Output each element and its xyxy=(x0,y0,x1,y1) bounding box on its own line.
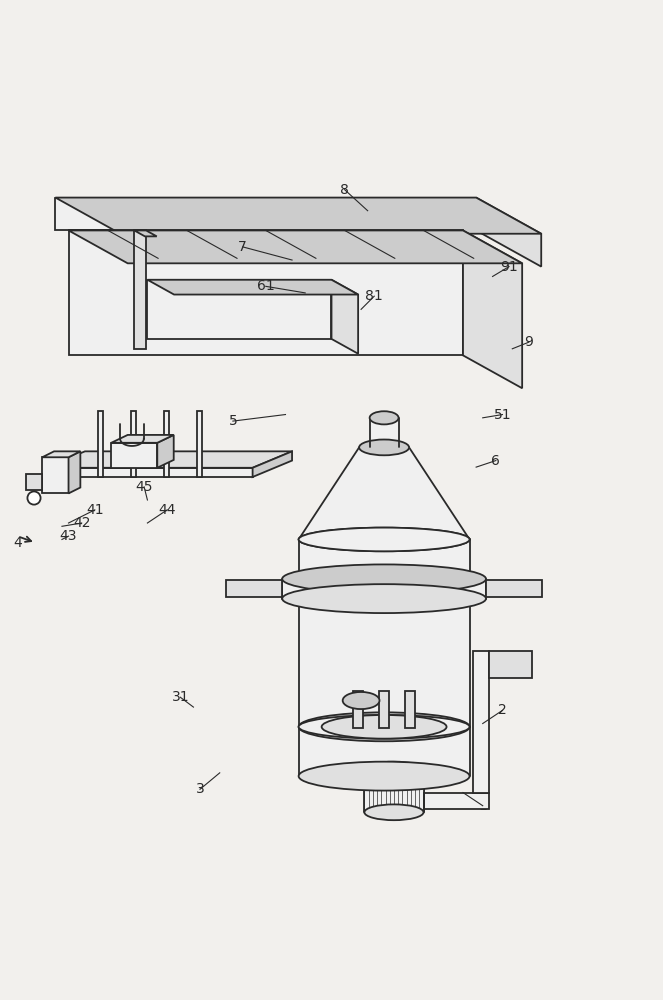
Text: 51: 51 xyxy=(494,408,511,422)
Polygon shape xyxy=(56,198,476,230)
Ellipse shape xyxy=(322,715,447,739)
Ellipse shape xyxy=(365,804,424,820)
Polygon shape xyxy=(68,230,522,263)
Text: 9: 9 xyxy=(524,335,533,349)
Polygon shape xyxy=(424,793,489,809)
Ellipse shape xyxy=(298,528,469,551)
Polygon shape xyxy=(473,651,489,793)
Polygon shape xyxy=(486,580,542,597)
Polygon shape xyxy=(26,474,42,490)
Text: 42: 42 xyxy=(73,516,90,530)
Ellipse shape xyxy=(298,712,469,741)
Polygon shape xyxy=(98,411,103,477)
Polygon shape xyxy=(46,451,292,468)
Polygon shape xyxy=(463,230,522,388)
Ellipse shape xyxy=(282,584,486,613)
Text: 31: 31 xyxy=(172,690,189,704)
Text: 45: 45 xyxy=(135,480,153,494)
Ellipse shape xyxy=(359,440,409,455)
Polygon shape xyxy=(157,435,174,468)
Ellipse shape xyxy=(298,762,469,791)
Polygon shape xyxy=(135,230,156,236)
Ellipse shape xyxy=(370,411,398,424)
Text: 81: 81 xyxy=(365,289,383,303)
Polygon shape xyxy=(298,599,469,727)
Text: 41: 41 xyxy=(86,503,103,517)
Polygon shape xyxy=(370,418,398,447)
Polygon shape xyxy=(42,457,68,493)
Polygon shape xyxy=(56,198,541,234)
Text: 6: 6 xyxy=(491,454,501,468)
Polygon shape xyxy=(42,451,80,457)
Text: 5: 5 xyxy=(229,414,237,428)
Polygon shape xyxy=(147,280,358,295)
Polygon shape xyxy=(197,411,202,477)
Circle shape xyxy=(27,491,40,505)
Polygon shape xyxy=(476,198,541,267)
Ellipse shape xyxy=(282,564,486,593)
Polygon shape xyxy=(406,691,415,728)
Text: 4: 4 xyxy=(13,536,22,550)
Ellipse shape xyxy=(343,692,379,709)
Polygon shape xyxy=(353,691,363,728)
Ellipse shape xyxy=(365,762,424,777)
Polygon shape xyxy=(135,230,146,349)
Polygon shape xyxy=(147,280,332,339)
Polygon shape xyxy=(253,451,292,477)
Polygon shape xyxy=(111,435,174,443)
Text: 61: 61 xyxy=(257,279,274,293)
Ellipse shape xyxy=(298,528,469,551)
Text: 91: 91 xyxy=(500,260,518,274)
Polygon shape xyxy=(131,411,136,477)
Text: 44: 44 xyxy=(158,503,176,517)
Polygon shape xyxy=(111,443,157,468)
Polygon shape xyxy=(489,651,532,678)
Polygon shape xyxy=(298,447,469,539)
Polygon shape xyxy=(164,411,169,477)
Polygon shape xyxy=(46,468,253,477)
Text: 2: 2 xyxy=(498,703,507,717)
Polygon shape xyxy=(332,280,358,354)
Text: 7: 7 xyxy=(239,240,247,254)
Text: 8: 8 xyxy=(340,183,349,197)
Text: 1: 1 xyxy=(478,799,487,813)
Ellipse shape xyxy=(298,715,469,739)
Polygon shape xyxy=(68,230,463,355)
Ellipse shape xyxy=(298,567,469,591)
Polygon shape xyxy=(282,579,486,599)
Text: 43: 43 xyxy=(60,529,78,543)
Polygon shape xyxy=(298,539,469,579)
Polygon shape xyxy=(226,580,282,597)
Polygon shape xyxy=(298,727,469,776)
Text: 3: 3 xyxy=(196,782,204,796)
Polygon shape xyxy=(379,691,389,728)
Polygon shape xyxy=(365,770,424,812)
Polygon shape xyxy=(68,451,80,493)
